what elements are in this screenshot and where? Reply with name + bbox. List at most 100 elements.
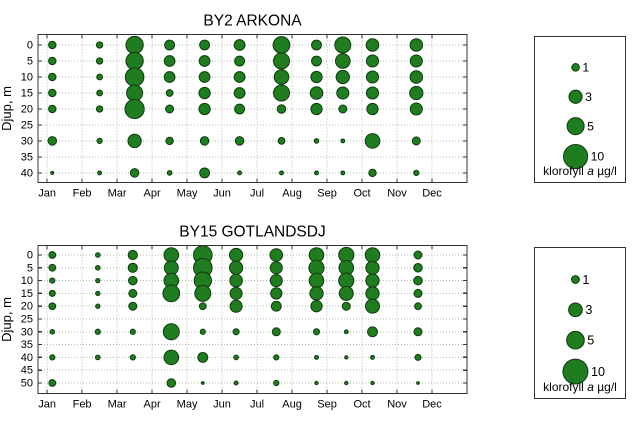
bubble bbox=[94, 252, 101, 258]
bubble bbox=[165, 104, 175, 114]
bubble bbox=[228, 247, 244, 263]
x-tick-label: Apr bbox=[144, 188, 161, 200]
bubble bbox=[409, 85, 424, 101]
bubble bbox=[200, 381, 205, 385]
legend-caption-prefix: klorofyll bbox=[543, 164, 584, 178]
bubble bbox=[270, 287, 283, 300]
bubble bbox=[273, 84, 290, 102]
bubble bbox=[163, 349, 180, 366]
bubble bbox=[127, 262, 138, 273]
bubble bbox=[129, 168, 140, 178]
bubble bbox=[335, 53, 351, 69]
legend-value-label: 1 bbox=[582, 273, 589, 287]
bubble bbox=[48, 251, 57, 259]
legend-bubble bbox=[568, 89, 583, 104]
legend-caption-suffix: µg/l bbox=[597, 164, 617, 178]
bubble bbox=[364, 133, 381, 149]
bubble bbox=[314, 354, 319, 360]
bubble bbox=[272, 36, 291, 54]
bubble bbox=[273, 354, 280, 361]
legend-caption-italic: a bbox=[587, 164, 594, 178]
bubble bbox=[413, 263, 423, 273]
y-tick-label: 5 bbox=[27, 56, 33, 68]
grid bbox=[38, 34, 467, 183]
bubble bbox=[47, 136, 58, 146]
y-tick-label: 0 bbox=[27, 40, 33, 52]
bubble bbox=[96, 137, 103, 145]
chart-title: BY15 GOTLANDSDJ bbox=[179, 224, 325, 241]
y-tick-label: 25 bbox=[21, 313, 33, 325]
bubble bbox=[234, 55, 246, 67]
bubble bbox=[413, 169, 420, 177]
bubble bbox=[48, 40, 57, 50]
x-tick-label: Mar bbox=[108, 188, 127, 200]
bubble-series bbox=[48, 245, 423, 388]
bubble bbox=[166, 170, 173, 176]
y-tick-label: 50 bbox=[21, 378, 33, 390]
y-tick-label: 40 bbox=[21, 167, 33, 179]
bubble bbox=[270, 300, 282, 312]
bubble bbox=[365, 298, 380, 314]
bubble bbox=[124, 67, 145, 87]
legend-bubble bbox=[563, 143, 589, 170]
bubble bbox=[49, 354, 56, 361]
axes bbox=[37, 33, 468, 184]
bubble bbox=[344, 380, 349, 386]
legend-caption-prefix: klorofyll bbox=[543, 380, 584, 394]
x-tick-label: Jul bbox=[250, 188, 264, 200]
bubble bbox=[165, 89, 174, 97]
bubble bbox=[414, 302, 422, 311]
y-tick-label: 0 bbox=[27, 249, 33, 261]
bubble bbox=[233, 354, 239, 361]
y-tick-label: 15 bbox=[21, 288, 33, 300]
bubble bbox=[164, 39, 176, 51]
bubble bbox=[94, 264, 101, 271]
bubble bbox=[48, 289, 56, 297]
bubble bbox=[411, 136, 421, 146]
bubble bbox=[198, 302, 207, 311]
x-tick-label: Jan bbox=[38, 188, 56, 200]
bubble bbox=[365, 70, 380, 84]
bubble bbox=[269, 274, 283, 288]
y-tick-label: 15 bbox=[21, 87, 33, 99]
bubble bbox=[233, 87, 246, 99]
legend-value-label: 3 bbox=[585, 90, 592, 104]
y-tick-label: 20 bbox=[21, 103, 33, 115]
y-tick-label: 35 bbox=[21, 339, 33, 351]
bubble bbox=[198, 102, 211, 116]
bubble bbox=[96, 73, 103, 81]
legend-bubbles-top: 1 3 5 10 bbox=[563, 60, 604, 170]
bubble bbox=[273, 379, 280, 387]
bubble bbox=[95, 277, 101, 284]
bubble bbox=[365, 273, 380, 288]
bubble bbox=[229, 286, 243, 300]
bubble bbox=[127, 249, 138, 261]
x-tick-label: Nov bbox=[387, 399, 407, 411]
bubble bbox=[414, 353, 422, 361]
bubble bbox=[95, 105, 104, 113]
bubble bbox=[309, 86, 324, 100]
bubble bbox=[198, 55, 211, 67]
bubble bbox=[312, 328, 321, 336]
bubble bbox=[163, 247, 180, 263]
y-tick-label: 25 bbox=[21, 119, 33, 131]
bubble bbox=[48, 104, 57, 114]
bubble bbox=[314, 170, 319, 176]
x-tick-label: Dec bbox=[422, 399, 442, 411]
bubble bbox=[125, 35, 144, 55]
x-tick-label: Feb bbox=[73, 188, 92, 200]
bubble bbox=[338, 285, 354, 301]
bubble bbox=[344, 355, 349, 360]
x-tick-label: Jan bbox=[38, 399, 56, 411]
legend-bubble bbox=[562, 358, 589, 385]
bubble bbox=[368, 168, 377, 178]
x-tick-label: Jul bbox=[250, 399, 264, 411]
bubble bbox=[96, 89, 103, 97]
grid bbox=[38, 245, 467, 394]
bubble bbox=[365, 38, 380, 52]
bubble bbox=[94, 328, 101, 335]
bubble bbox=[409, 54, 423, 68]
bubble bbox=[128, 275, 138, 286]
legend-bubble bbox=[570, 275, 580, 284]
